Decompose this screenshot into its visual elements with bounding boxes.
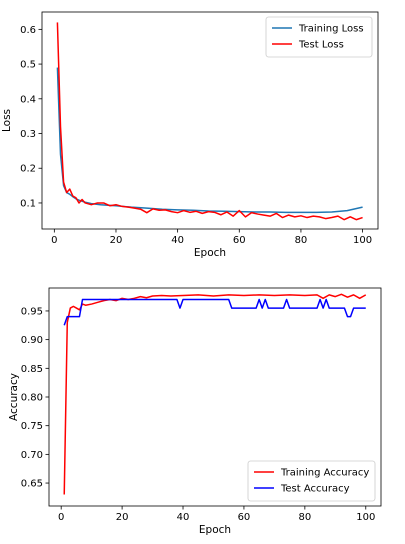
- y-tick-label: 0.6: [20, 25, 36, 36]
- series-line-test-loss: [56, 22, 363, 221]
- x-tick-label: 40: [171, 235, 184, 246]
- y-axis-label: Loss: [1, 109, 13, 132]
- y-tick-label: 0.1: [20, 198, 36, 209]
- legend-box: [265, 16, 373, 58]
- x-tick-label: 40: [177, 512, 190, 523]
- legend: Training Accuracy Test Accuracy: [247, 460, 376, 502]
- y-tick-label: 0.90: [21, 335, 43, 346]
- x-tick-label: 20: [116, 512, 129, 523]
- legend-label: Training Loss: [298, 24, 364, 35]
- series-line-training-accuracy: [63, 293, 367, 495]
- y-tick-label: 0.75: [21, 421, 43, 432]
- plot-frame: [41, 11, 379, 230]
- x-axis-label: Epoch: [194, 247, 226, 259]
- x-tick-label: 60: [238, 512, 251, 523]
- legend-label: Test Accuracy: [280, 484, 350, 495]
- x-tick-label: 20: [110, 235, 123, 246]
- x-tick-label: 80: [298, 512, 311, 523]
- y-tick-label: 0.70: [21, 450, 43, 461]
- y-tick-label: 0.2: [20, 164, 36, 175]
- legend-box: [247, 460, 376, 502]
- legend-label: Test Loss: [298, 40, 344, 51]
- x-tick-label: 100: [356, 512, 375, 523]
- x-tick-label: 0: [58, 512, 64, 523]
- y-tick-label: 0.65: [21, 479, 43, 490]
- legend: Training Loss Test Loss: [265, 16, 373, 58]
- y-tick-label: 0.85: [21, 364, 43, 375]
- x-tick-label: 0: [51, 235, 57, 246]
- x-tick-label: 80: [295, 235, 308, 246]
- y-tick-label: 0.80: [21, 393, 43, 404]
- x-axis-label: Epoch: [199, 524, 231, 536]
- y-tick-label: 0.4: [20, 94, 36, 105]
- y-axis-label: Accuracy: [8, 373, 20, 421]
- y-tick-label: 0.95: [21, 306, 43, 317]
- y-tick-label: 0.3: [20, 129, 36, 140]
- loss-chart: 0 20 40 60 80 100 0.1 0.2 0.3 0.4 0.5 0.6 Epoch Loss T…: [1, 11, 379, 259]
- accuracy-chart: 0 20 40 60 80 100 0.65 0.70 0.75 0.80 0.85 0.90 0.95…: [8, 287, 382, 536]
- x-tick-label: 100: [353, 235, 372, 246]
- legend-label: Training Accuracy: [280, 468, 369, 479]
- series-line-training-loss: [56, 67, 363, 214]
- x-tick-label: 60: [233, 235, 246, 246]
- series-line-test-accuracy: [63, 298, 366, 326]
- y-tick-label: 0.5: [20, 60, 36, 71]
